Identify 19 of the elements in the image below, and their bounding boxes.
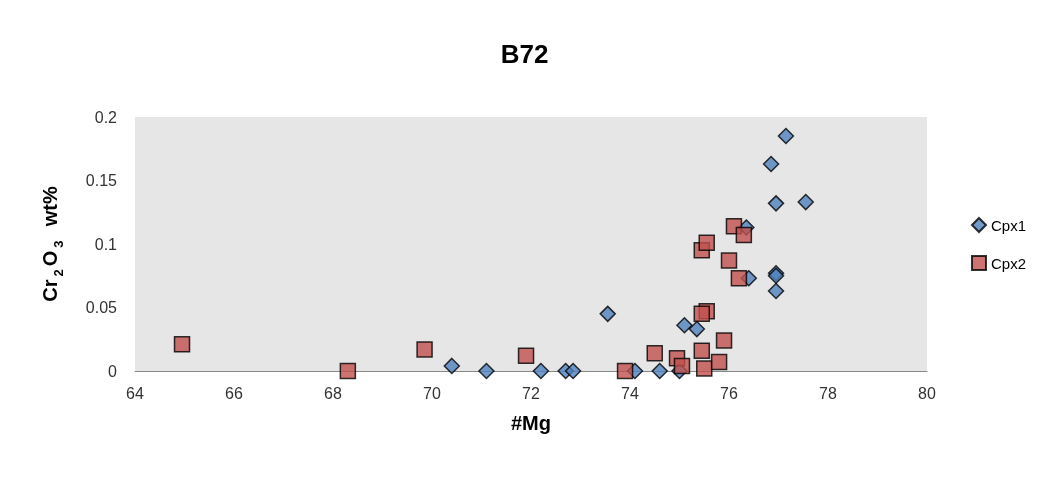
chart-title: B72 [500, 39, 549, 69]
y-tick-label: 0.15 [85, 172, 118, 189]
x-tick-label: 68 [324, 384, 342, 402]
y-axis-title: Cr2O3 wt% [39, 186, 66, 302]
x-tick-label: 76 [720, 384, 738, 402]
y-tick-label: 0.2 [94, 108, 118, 126]
x-tick-label: 74 [621, 384, 639, 402]
x-tick-label: 70 [423, 384, 441, 402]
y-tick-label: 0.05 [85, 299, 118, 316]
x-tick-label: 80 [918, 384, 936, 402]
x-tick-label: 72 [522, 384, 540, 402]
y-tick-label: 0 [108, 362, 118, 380]
y-tick-label: 0.1 [94, 235, 118, 253]
x-tick-label: 66 [225, 384, 243, 402]
legend-label: Cpx2 [990, 254, 1027, 272]
x-tick-label: 78 [819, 384, 837, 402]
x-axis-title: #Mg [511, 412, 551, 434]
legend-label: Cpx1 [990, 216, 1027, 234]
x-tick-label: 64 [126, 384, 144, 402]
